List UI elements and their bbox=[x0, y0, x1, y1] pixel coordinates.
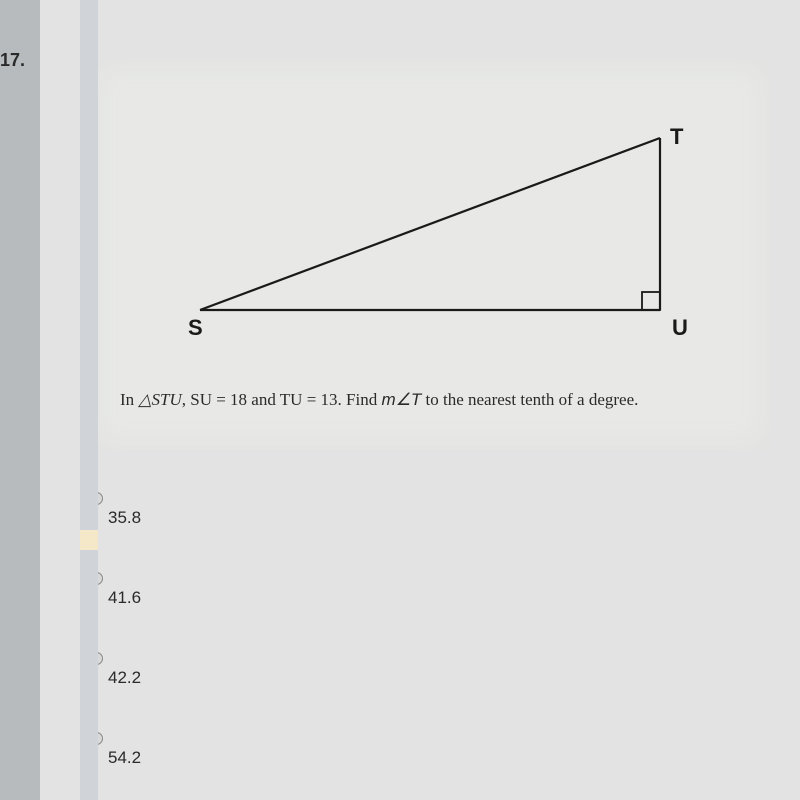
angle-notation: m∠T bbox=[381, 390, 421, 409]
left-margin-strip bbox=[80, 0, 98, 800]
side-ST bbox=[200, 138, 660, 310]
vertex-label-S: S bbox=[188, 315, 203, 341]
option-d[interactable]: 54.2 bbox=[90, 730, 800, 768]
option-a[interactable]: 35.8 bbox=[90, 490, 800, 528]
option-label: 41.6 bbox=[108, 588, 141, 608]
option-label: 35.8 bbox=[108, 508, 141, 528]
vertex-label-T: T bbox=[670, 124, 683, 150]
text-prefix: In bbox=[120, 390, 138, 409]
content-box: S T U In △STU, SU = 18 and TU = 13. Find… bbox=[90, 60, 770, 450]
text-middle: , SU = 18 and TU = 13. Find bbox=[182, 390, 382, 409]
page-container: S T U In △STU, SU = 18 and TU = 13. Find… bbox=[40, 0, 800, 800]
triangle-svg bbox=[150, 110, 710, 350]
margin-highlight bbox=[80, 530, 98, 550]
option-b[interactable]: 41.6 bbox=[90, 570, 800, 608]
vertex-label-U: U bbox=[672, 315, 688, 341]
triangle-symbol: △STU bbox=[138, 390, 181, 409]
question-number: 17. bbox=[0, 50, 25, 71]
text-suffix: to the nearest tenth of a degree. bbox=[421, 390, 638, 409]
option-label: 54.2 bbox=[108, 748, 141, 768]
answer-options: 35.8 41.6 42.2 54.2 bbox=[90, 490, 800, 768]
option-c[interactable]: 42.2 bbox=[90, 650, 800, 688]
triangle-diagram: S T U bbox=[150, 110, 710, 350]
option-label: 42.2 bbox=[108, 668, 141, 688]
question-text: In △STU, SU = 18 and TU = 13. Find m∠T t… bbox=[120, 390, 750, 410]
right-angle-marker bbox=[642, 292, 660, 310]
